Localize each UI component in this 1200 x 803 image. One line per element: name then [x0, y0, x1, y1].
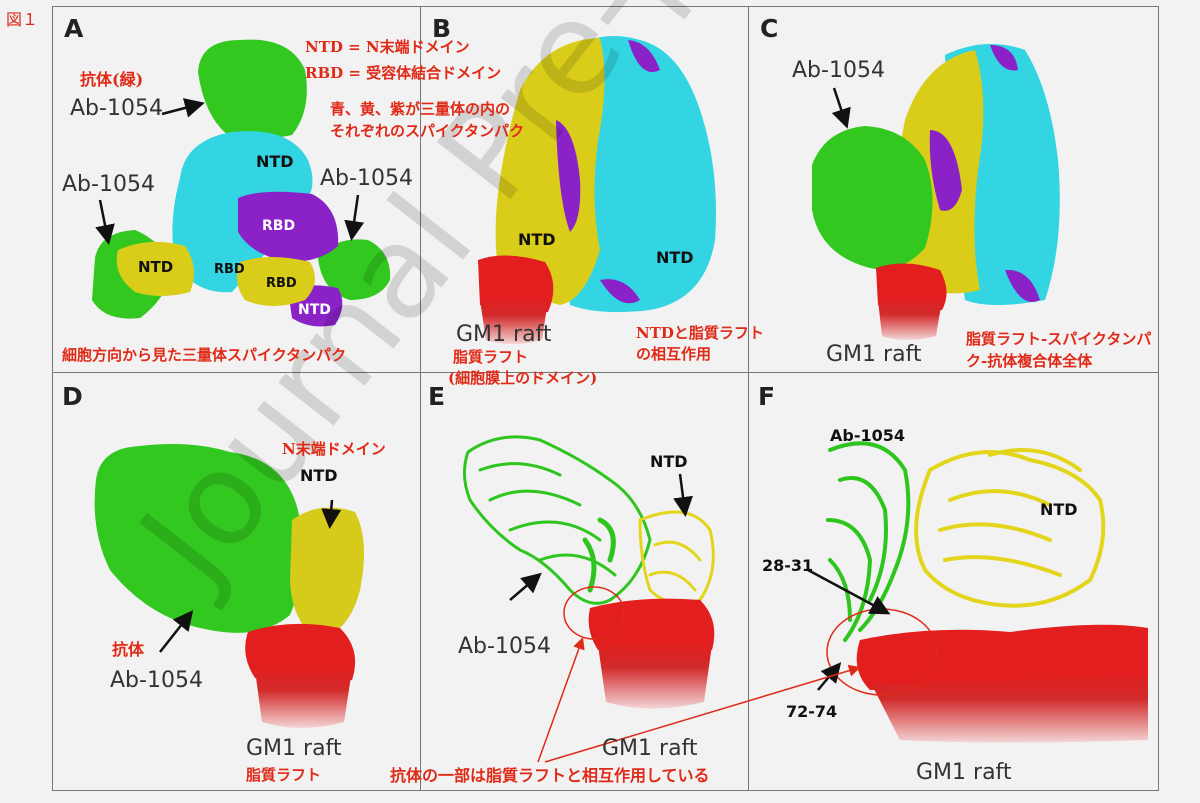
panel-b-raft-top	[478, 255, 554, 314]
panel-d-antibody	[94, 444, 302, 633]
panel-d-ntd	[290, 507, 364, 640]
panel-c-gm1-label: GM1 raft	[826, 342, 922, 367]
panel-a-ab-top-label: Ab-1054	[70, 96, 163, 121]
panel-a-structure	[92, 39, 391, 327]
panel-c-structure	[812, 44, 1060, 340]
column-divider-1	[420, 6, 421, 791]
panel-b-colors-annotation-1: 青、黄、紫が三量体の内の	[330, 100, 511, 118]
panel-a-yellow-protomer	[116, 241, 194, 296]
panel-d-ab-label: Ab-1054	[110, 668, 203, 693]
panel-c-antibody	[812, 126, 933, 270]
panel-b-yellow-protomer	[495, 38, 605, 305]
panel-d-ntd-label: NTD	[300, 466, 338, 485]
panel-a-antibody-top	[198, 39, 307, 140]
panel-d-letter: D	[62, 382, 83, 411]
panel-b-ntd-raft-annotation-2: の相互作用	[636, 345, 712, 363]
panel-a-ab-right-label: Ab-1054	[320, 166, 413, 191]
panel-f-residues-72-74: 72-74	[786, 702, 838, 721]
panel-d-antibody-annotation: 抗体	[112, 640, 145, 659]
panel-b-ntd-raft-annotation-1: NTDと脂質ラフト	[636, 324, 764, 342]
panel-b-purple-strip	[556, 120, 581, 232]
panel-c-complex-annotation-1: 脂質ラフト-スパイクタンパ	[966, 330, 1152, 348]
panel-b-letter: B	[432, 14, 452, 43]
panel-f-residues-28-31: 28-31	[762, 556, 814, 575]
black-arrows	[95, 87, 891, 691]
panel-a-rbd-purple: RBD	[262, 218, 296, 234]
bottom-annotation: 抗体の一部は脂質ラフトと相互作用している	[390, 766, 710, 785]
panel-a-rbd-definition: RBD = 受容体結合ドメイン	[305, 64, 502, 82]
panel-b-structure	[478, 36, 716, 344]
panel-d-ntd-annotation: N末端ドメイン	[282, 440, 386, 458]
panel-a-letter: A	[64, 14, 84, 43]
panel-e-structure	[463, 435, 715, 605]
panel-c-complex-annotation-2: ク-抗体複合体全体	[966, 352, 1093, 370]
red-arrows	[537, 637, 861, 763]
panel-a-antibody-annotation: 抗体(緑)	[80, 70, 144, 89]
panel-a-ntd-top: NTD	[256, 152, 294, 171]
panel-b-raft-column	[480, 300, 548, 344]
panel-a-ntd-left: NTD	[138, 258, 174, 276]
panel-a-ntd-definition: NTD = N末端ドメイン	[305, 38, 470, 56]
column-divider-2	[748, 6, 749, 791]
panel-d-structure	[94, 444, 364, 728]
panel-f-gm1-label: GM1 raft	[916, 760, 1012, 785]
panel-b-raft-annotation-2: (細胞膜上のドメイン)	[448, 369, 598, 387]
panel-e-raft	[588, 598, 715, 709]
panel-d-gm1-label: GM1 raft	[246, 736, 342, 761]
figure-frame	[52, 6, 1159, 791]
panel-a-rbd-yellow: RBD	[266, 276, 297, 291]
panel-b-raft-annotation-1: 脂質ラフト	[453, 348, 529, 366]
panel-a-view-annotation: 細胞方向から見た三量体スパイクタンパク	[62, 346, 347, 364]
panel-e-ntd-label: NTD	[650, 452, 688, 471]
panel-f-raft	[856, 624, 1148, 743]
panel-a-ab-left-label: Ab-1054	[62, 172, 155, 197]
panel-f-structure	[826, 441, 1106, 642]
row-divider	[52, 372, 1159, 373]
panel-c-ab-label: Ab-1054	[792, 58, 885, 83]
panel-f-letter: F	[758, 382, 776, 411]
panel-f-ab-label: Ab-1054	[830, 426, 906, 445]
panel-a-purple-protomer	[238, 191, 339, 262]
panel-c-letter: C	[760, 14, 779, 43]
panel-b-ntd-right: NTD	[656, 248, 694, 267]
figure-label: 図１	[6, 10, 39, 29]
panel-b-ntd-left: NTD	[518, 230, 556, 249]
panel-f-ntd-label: NTD	[1040, 500, 1078, 519]
panel-e-ab-label: Ab-1054	[458, 634, 551, 659]
panel-e-contact-circle	[563, 586, 625, 640]
panel-e-gm1-label: GM1 raft	[602, 736, 698, 761]
panel-a-antibody-right	[318, 239, 391, 300]
panel-d-raft-annotation: 脂質ラフト	[246, 766, 322, 784]
panel-e-letter: E	[428, 382, 446, 411]
panel-a-ntd-bottom: NTD	[298, 302, 331, 318]
panel-b-colors-annotation-2: それぞれのスパイクタンパク	[330, 122, 525, 140]
panel-a-rbd-cyan: RBD	[214, 262, 245, 277]
panel-b-gm1-label: GM1 raft	[456, 322, 552, 347]
